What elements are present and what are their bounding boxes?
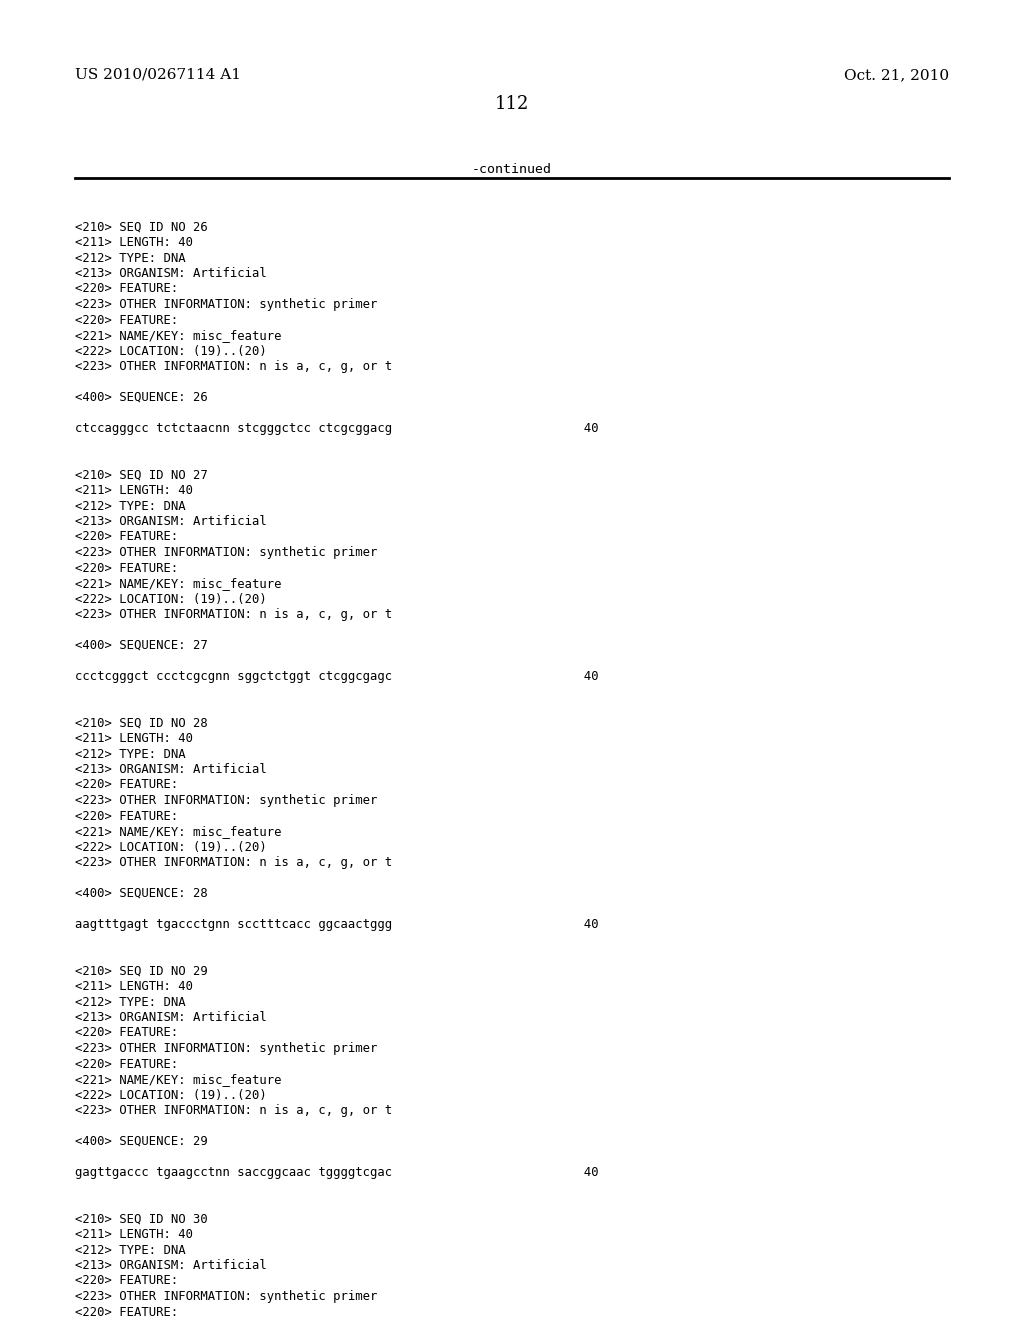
Text: <221> NAME/KEY: misc_feature: <221> NAME/KEY: misc_feature — [75, 1073, 282, 1086]
Text: <210> SEQ ID NO 27: <210> SEQ ID NO 27 — [75, 469, 208, 482]
Text: <220> FEATURE:: <220> FEATURE: — [75, 1057, 178, 1071]
Text: <220> FEATURE:: <220> FEATURE: — [75, 809, 178, 822]
Text: <211> LENGTH: 40: <211> LENGTH: 40 — [75, 1228, 193, 1241]
Text: <212> TYPE: DNA: <212> TYPE: DNA — [75, 252, 185, 264]
Text: <223> OTHER INFORMATION: n is a, c, g, or t: <223> OTHER INFORMATION: n is a, c, g, o… — [75, 360, 392, 374]
Text: <222> LOCATION: (19)..(20): <222> LOCATION: (19)..(20) — [75, 1089, 266, 1101]
Text: <213> ORGANISM: Artificial: <213> ORGANISM: Artificial — [75, 1259, 266, 1272]
Text: <211> LENGTH: 40: <211> LENGTH: 40 — [75, 733, 193, 744]
Text: <211> LENGTH: 40: <211> LENGTH: 40 — [75, 236, 193, 249]
Text: ccctcgggct ccctcgcgnn sggctctggt ctcggcgagc                          40: ccctcgggct ccctcgcgnn sggctctggt ctcggcg… — [75, 671, 599, 682]
Text: <400> SEQUENCE: 29: <400> SEQUENCE: 29 — [75, 1135, 208, 1148]
Text: <223> OTHER INFORMATION: synthetic primer: <223> OTHER INFORMATION: synthetic prime… — [75, 1290, 378, 1303]
Text: <213> ORGANISM: Artificial: <213> ORGANISM: Artificial — [75, 1011, 266, 1024]
Text: <222> LOCATION: (19)..(20): <222> LOCATION: (19)..(20) — [75, 841, 266, 854]
Text: gagttgaccc tgaagcctnn saccggcaac tggggtcgac                          40: gagttgaccc tgaagcctnn saccggcaac tggggtc… — [75, 1166, 599, 1179]
Text: <212> TYPE: DNA: <212> TYPE: DNA — [75, 747, 185, 760]
Text: <222> LOCATION: (19)..(20): <222> LOCATION: (19)..(20) — [75, 345, 266, 358]
Text: <210> SEQ ID NO 28: <210> SEQ ID NO 28 — [75, 717, 208, 730]
Text: <221> NAME/KEY: misc_feature: <221> NAME/KEY: misc_feature — [75, 825, 282, 838]
Text: <223> OTHER INFORMATION: synthetic primer: <223> OTHER INFORMATION: synthetic prime… — [75, 546, 378, 558]
Text: <220> FEATURE:: <220> FEATURE: — [75, 561, 178, 574]
Text: 112: 112 — [495, 95, 529, 114]
Text: <220> FEATURE:: <220> FEATURE: — [75, 1275, 178, 1287]
Text: <220> FEATURE:: <220> FEATURE: — [75, 1027, 178, 1040]
Text: <223> OTHER INFORMATION: synthetic primer: <223> OTHER INFORMATION: synthetic prime… — [75, 1041, 378, 1055]
Text: <211> LENGTH: 40: <211> LENGTH: 40 — [75, 484, 193, 498]
Text: <222> LOCATION: (19)..(20): <222> LOCATION: (19)..(20) — [75, 593, 266, 606]
Text: <220> FEATURE:: <220> FEATURE: — [75, 314, 178, 326]
Text: Oct. 21, 2010: Oct. 21, 2010 — [844, 69, 949, 82]
Text: <223> OTHER INFORMATION: n is a, c, g, or t: <223> OTHER INFORMATION: n is a, c, g, o… — [75, 1104, 392, 1117]
Text: <223> OTHER INFORMATION: synthetic primer: <223> OTHER INFORMATION: synthetic prime… — [75, 298, 378, 312]
Text: US 2010/0267114 A1: US 2010/0267114 A1 — [75, 69, 241, 82]
Text: ctccagggcc tctctaacnn stcgggctcc ctcgcggacg                          40: ctccagggcc tctctaacnn stcgggctcc ctcgcgg… — [75, 422, 599, 436]
Text: <220> FEATURE:: <220> FEATURE: — [75, 531, 178, 544]
Text: <220> FEATURE:: <220> FEATURE: — [75, 779, 178, 792]
Text: <400> SEQUENCE: 26: <400> SEQUENCE: 26 — [75, 391, 208, 404]
Text: <400> SEQUENCE: 28: <400> SEQUENCE: 28 — [75, 887, 208, 900]
Text: <211> LENGTH: 40: <211> LENGTH: 40 — [75, 979, 193, 993]
Text: -continued: -continued — [472, 162, 552, 176]
Text: <220> FEATURE:: <220> FEATURE: — [75, 282, 178, 296]
Text: <210> SEQ ID NO 30: <210> SEQ ID NO 30 — [75, 1213, 208, 1225]
Text: <212> TYPE: DNA: <212> TYPE: DNA — [75, 995, 185, 1008]
Text: <213> ORGANISM: Artificial: <213> ORGANISM: Artificial — [75, 515, 266, 528]
Text: <210> SEQ ID NO 26: <210> SEQ ID NO 26 — [75, 220, 208, 234]
Text: <213> ORGANISM: Artificial: <213> ORGANISM: Artificial — [75, 763, 266, 776]
Text: <212> TYPE: DNA: <212> TYPE: DNA — [75, 499, 185, 512]
Text: <220> FEATURE:: <220> FEATURE: — [75, 1305, 178, 1319]
Text: <221> NAME/KEY: misc_feature: <221> NAME/KEY: misc_feature — [75, 577, 282, 590]
Text: <223> OTHER INFORMATION: n is a, c, g, or t: <223> OTHER INFORMATION: n is a, c, g, o… — [75, 609, 392, 620]
Text: <213> ORGANISM: Artificial: <213> ORGANISM: Artificial — [75, 267, 266, 280]
Text: <212> TYPE: DNA: <212> TYPE: DNA — [75, 1243, 185, 1257]
Text: <221> NAME/KEY: misc_feature: <221> NAME/KEY: misc_feature — [75, 329, 282, 342]
Text: <210> SEQ ID NO 29: <210> SEQ ID NO 29 — [75, 965, 208, 978]
Text: <223> OTHER INFORMATION: synthetic primer: <223> OTHER INFORMATION: synthetic prime… — [75, 795, 378, 807]
Text: <400> SEQUENCE: 27: <400> SEQUENCE: 27 — [75, 639, 208, 652]
Text: <223> OTHER INFORMATION: n is a, c, g, or t: <223> OTHER INFORMATION: n is a, c, g, o… — [75, 855, 392, 869]
Text: aagtttgagt tgaccctgnn scctttcacc ggcaactggg                          40: aagtttgagt tgaccctgnn scctttcacc ggcaact… — [75, 917, 599, 931]
